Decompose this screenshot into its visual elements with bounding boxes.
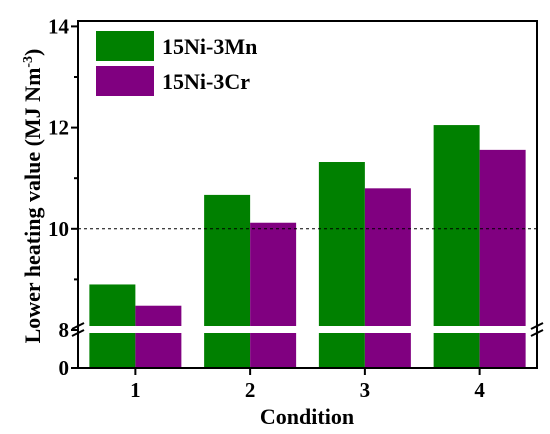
break-mark-left-upper <box>71 322 85 330</box>
legend-swatch-15ni-3cr <box>96 66 154 96</box>
bar-15ni-3mn-condition-3 <box>318 162 365 368</box>
x-axis-title: Condition <box>260 404 354 429</box>
x-axis-ticks: 1 2 3 4 <box>130 368 485 402</box>
y-axis-title-close: ) <box>20 49 45 56</box>
legend-swatch-15ni-3mn <box>96 31 154 61</box>
y-tick-label-12: 12 <box>48 116 69 140</box>
bar-15ni-3cr-condition-2 <box>250 222 297 368</box>
break-mark-left-lower <box>71 329 85 337</box>
y-tick-label-8: 8 <box>59 318 70 342</box>
y-tick-label-14: 14 <box>48 14 70 38</box>
legend-label-15ni-3cr: 15Ni-3Cr <box>162 69 250 94</box>
bar-15ni-3cr-condition-1 <box>135 305 182 368</box>
break-mark-right-upper <box>530 322 544 330</box>
bar-15ni-3mn-condition-2 <box>204 194 251 368</box>
x-tick-label-3: 3 <box>360 378 371 402</box>
axis-break-marks <box>71 322 544 337</box>
bar-15ni-3cr-condition-3 <box>364 188 411 368</box>
y-axis-title-exponent: -3 <box>21 56 36 68</box>
x-tick-label-1: 1 <box>130 378 141 402</box>
y-tick-label-10: 10 <box>48 217 69 241</box>
plot-frame <box>77 20 538 369</box>
y-tick-label-0: 0 <box>59 356 70 380</box>
x-tick-label-2: 2 <box>245 378 256 402</box>
legend-label-15ni-3mn: 15Ni-3Mn <box>162 34 257 59</box>
y-axis-title: Lower heating value (MJ Nm-3) <box>20 49 45 344</box>
y-axis-ticks: 0 8 10 12 14 <box>48 14 78 380</box>
x-tick-label-4: 4 <box>474 378 485 402</box>
axis-break-band <box>74 326 541 333</box>
legend: 15Ni-3Mn 15Ni-3Cr <box>96 31 257 96</box>
bar-15ni-3cr-condition-4 <box>479 149 526 368</box>
y-axis-title-main: Lower heating value (MJ Nm <box>20 68 45 344</box>
break-mark-right-lower <box>530 329 544 337</box>
